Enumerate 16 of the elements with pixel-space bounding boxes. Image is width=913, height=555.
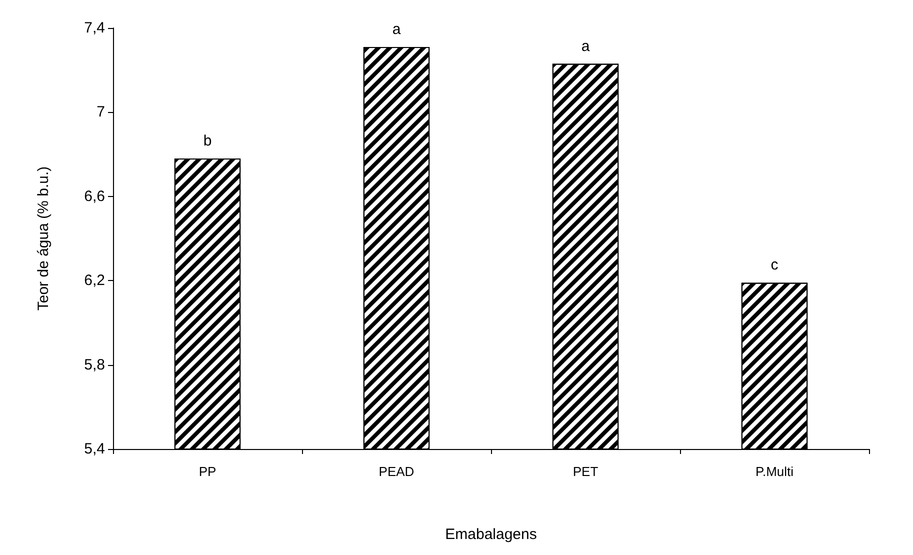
x-tick-label: P.Multi bbox=[755, 464, 794, 479]
y-axis-title: Teor de água (% b.u.) bbox=[35, 166, 52, 311]
annotation: a bbox=[392, 20, 402, 38]
annotation: a bbox=[581, 38, 590, 55]
y-tick-label: 5,4 bbox=[84, 440, 105, 458]
x-axis-title: Emabalagens bbox=[445, 526, 537, 543]
annotation: b bbox=[203, 132, 212, 150]
x-tick-label: PP bbox=[198, 464, 216, 479]
y-tick-label: 5,8 bbox=[84, 356, 105, 374]
y-tick-label: 7 bbox=[96, 104, 105, 121]
y-tick-label: 6,2 bbox=[84, 272, 105, 290]
y-tick-label: 6,6 bbox=[84, 188, 105, 205]
y-tick-label: 7,4 bbox=[84, 20, 105, 36]
x-tick-label: PET bbox=[572, 464, 598, 479]
annotation: c bbox=[770, 256, 779, 274]
x-tick-label: PEAD bbox=[378, 464, 414, 479]
